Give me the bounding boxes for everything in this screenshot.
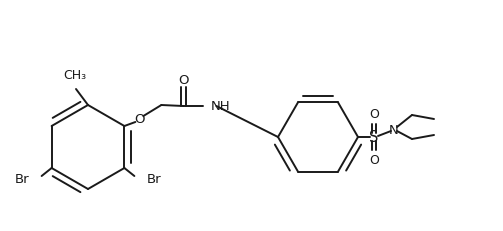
Text: S: S [369, 130, 379, 145]
Text: Br: Br [146, 173, 161, 186]
Text: O: O [369, 108, 379, 121]
Text: O: O [369, 154, 379, 167]
Text: O: O [134, 113, 145, 126]
Text: N: N [389, 123, 399, 136]
Text: CH₃: CH₃ [63, 69, 87, 82]
Text: NH: NH [210, 100, 230, 113]
Text: O: O [178, 74, 189, 87]
Text: Br: Br [15, 173, 30, 186]
